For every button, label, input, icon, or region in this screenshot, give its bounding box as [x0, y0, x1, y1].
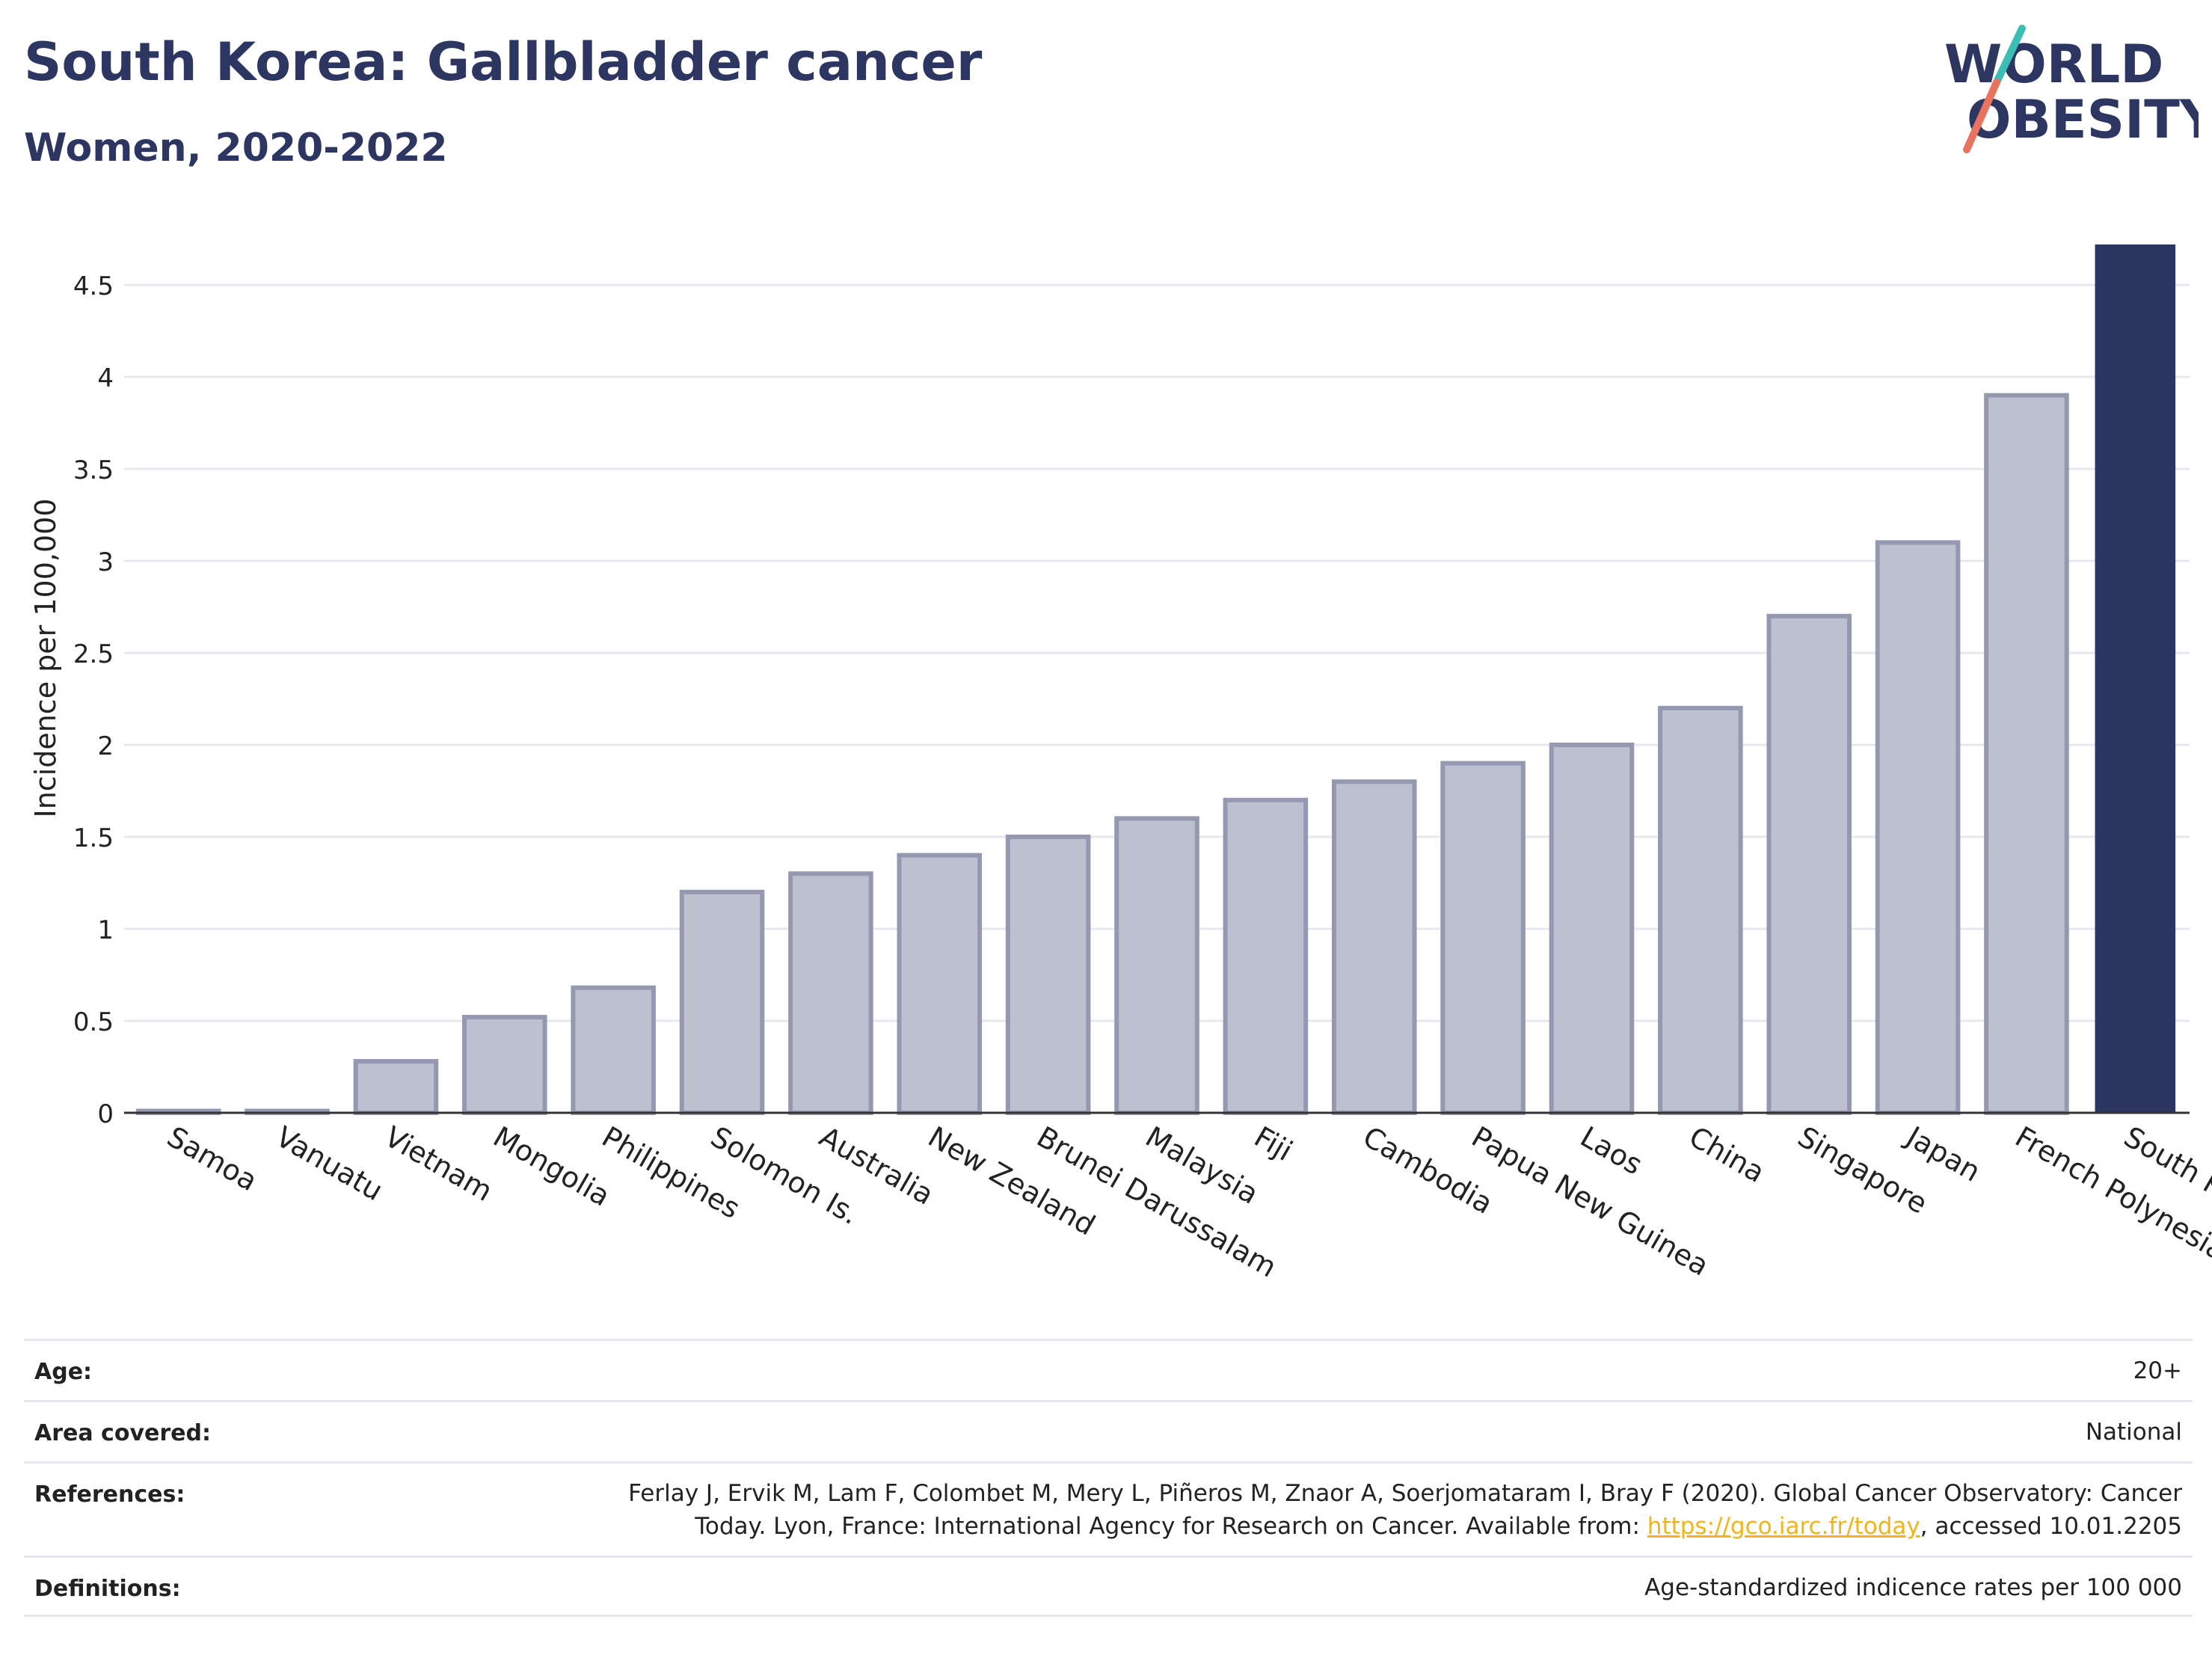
y-tick-label: 3 [97, 547, 114, 577]
x-tick-label: Mongolia [488, 1120, 615, 1213]
bar [1766, 613, 1852, 1115]
bar [1875, 540, 1961, 1115]
meta-label: Definitions: [34, 1576, 181, 1602]
page-title: South Korea: Gallbladder cancer [24, 31, 983, 93]
metadata-table: Age: 20+ Area covered: National Referenc… [24, 1339, 2193, 1617]
bar [571, 985, 656, 1115]
bar [2095, 244, 2176, 1113]
meta-row-references: References: Ferlay J, Ervik M, Lam F, Co… [24, 1461, 2193, 1556]
meta-row-definitions: Definitions: Age-standardized indicence … [24, 1556, 2193, 1617]
meta-row-area: Area covered: National [24, 1400, 2193, 1461]
x-tick-label: Japan [1899, 1120, 1986, 1188]
bar [1331, 779, 1417, 1115]
meta-value: National [2085, 1419, 2182, 1446]
logo-line2: OBESITY [1967, 89, 2199, 150]
x-tick-label: Samoa [162, 1120, 262, 1198]
meta-label: References: [34, 1481, 185, 1508]
y-tick-label: 4.5 [73, 271, 114, 301]
meta-label: Age: [34, 1359, 93, 1385]
meta-value: Age-standardized indicence rates per 100… [1644, 1574, 2182, 1601]
meta-row-age: Age: 20+ [24, 1339, 2193, 1400]
bar [679, 889, 765, 1116]
x-tick-label: Vanuatu [271, 1120, 389, 1207]
y-tick-label: 0.5 [73, 1007, 114, 1037]
logo-slash-bottom [1963, 79, 2000, 153]
reference-line2-post: , accessed 10.01.2205 [1920, 1513, 2182, 1540]
y-tick-labels: 0 0.5 1 1.5 2 2.5 3 3.5 4 4.5 [73, 271, 114, 1129]
world-obesity-logo: WORLD OBESITY [1944, 25, 2199, 153]
bar [462, 1015, 547, 1115]
bar [1984, 393, 2069, 1115]
x-tick-label: French Polynesia [2009, 1120, 2212, 1268]
reference-link[interactable]: https://gco.iarc.fr/today [1647, 1513, 1920, 1540]
bar [1440, 761, 1526, 1115]
y-tick-label: 0 [97, 1099, 114, 1129]
bar [353, 1059, 439, 1115]
meta-value: Ferlay J, Ervik M, Lam F, Colombet M, Me… [24, 1464, 2193, 1543]
bar [1114, 816, 1199, 1116]
bar [1223, 797, 1309, 1116]
bar [1549, 743, 1635, 1115]
x-tick-label: Fiji [1249, 1120, 1298, 1167]
meta-value: 20+ [2133, 1357, 2182, 1384]
y-tick-label: 4 [97, 363, 114, 393]
bar [788, 871, 873, 1115]
bar [1005, 835, 1091, 1115]
bar-chart: 0 0.5 1 1.5 2 2.5 3 3.5 4 4.5 Samoa VanuatuVietnam… [29, 244, 2212, 1284]
reference-line2-pre: Today. Lyon, France: International Agenc… [695, 1513, 1647, 1540]
page-subtitle: Women, 2020-2022 [24, 126, 448, 171]
logo-slash-top [1993, 25, 2026, 86]
y-tick-label: 1.5 [73, 823, 114, 853]
reference-line1: Ferlay J, Ervik M, Lam F, Colombet M, Me… [628, 1480, 2182, 1507]
bars [135, 244, 2176, 1116]
x-tick-label: Vietnam [379, 1120, 498, 1208]
y-tick-label: 1 [97, 915, 114, 945]
y-tick-label: 2 [97, 731, 114, 761]
bar [1658, 705, 1743, 1115]
x-tick-label: Laos [1575, 1120, 1648, 1182]
y-tick-label: 2.5 [73, 639, 114, 669]
y-tick-label: 3.5 [73, 455, 114, 485]
x-tick-labels: Samoa VanuatuVietnamMongoliaPhilippinesSo… [162, 1120, 2212, 1284]
bar [897, 853, 983, 1115]
x-tick-label: China [1683, 1120, 1770, 1189]
reference-line2: Today. Lyon, France: International Agenc… [24, 1510, 2182, 1543]
logo-line1: WORLD [1944, 34, 2163, 95]
meta-label: Area covered: [34, 1420, 211, 1446]
y-axis-label: Incidence per 100,000 [29, 498, 62, 817]
